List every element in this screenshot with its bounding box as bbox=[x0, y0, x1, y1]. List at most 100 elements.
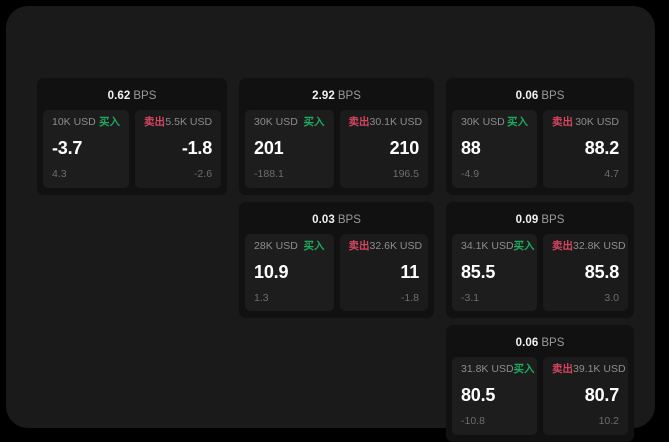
bid-price: 80.5 bbox=[461, 385, 496, 405]
quote-column-2: 2.92 BPS 30K USD 买入 201 -188.1 卖出 bbox=[239, 78, 434, 318]
bid-side[interactable]: 30K USD 买入 88 -4.9 bbox=[452, 110, 537, 188]
bid-header: 30K USD 买入 bbox=[254, 117, 325, 130]
quote-column-1: 0.62 BPS 10K USD 买入 -3.7 4.3 卖出 bbox=[37, 78, 228, 195]
card-header: 0.03 BPS bbox=[245, 208, 428, 234]
ask-header: 卖出 32.8K USD bbox=[552, 239, 626, 254]
ask-side[interactable]: 卖出 30.1K USD 210 196.5 bbox=[339, 110, 429, 188]
ask-side[interactable]: 卖出 30K USD 88.2 4.7 bbox=[543, 110, 628, 188]
bid-price: 88 bbox=[461, 138, 481, 158]
quote-card[interactable]: 0.06 BPS 31.8K USD 买入 80.5 -10.8 卖出 bbox=[446, 325, 634, 442]
buy-tag: 买入 bbox=[303, 239, 325, 252]
ask-size: 32.6K USD bbox=[369, 239, 423, 252]
card-sides: 31.8K USD 买入 80.5 -10.8 卖出 39.1K USD 80.… bbox=[452, 357, 628, 435]
card-sides: 10K USD 买入 -3.7 4.3 卖出 5.5K USD -1.8 -2.… bbox=[43, 110, 222, 188]
ask-size: 5.5K USD bbox=[165, 116, 213, 128]
card-sides: 30K USD 买入 201 -188.1 卖出 30.1K USD 210 1… bbox=[245, 110, 429, 188]
sell-tag: 卖出 bbox=[552, 239, 573, 252]
quote-card-grid: 0.62 BPS 10K USD 买入 -3.7 4.3 卖出 bbox=[37, 78, 634, 442]
quote-card[interactable]: 0.62 BPS 10K USD 买入 -3.7 4.3 卖出 bbox=[37, 78, 228, 195]
buy-tag: 买入 bbox=[99, 116, 121, 128]
bid-side[interactable]: 28K USD 买入 10.9 1.3 bbox=[245, 233, 334, 311]
quote-board-stage: 0.62 BPS 10K USD 买入 -3.7 4.3 卖出 bbox=[6, 6, 655, 442]
ask-delta: 4.7 bbox=[604, 168, 619, 180]
spread-unit: BPS bbox=[541, 337, 565, 349]
ask-side[interactable]: 卖出 32.8K USD 85.8 3.0 bbox=[543, 233, 628, 311]
bid-side[interactable]: 31.8K USD 买入 80.5 -10.8 bbox=[452, 357, 537, 435]
spread-value: 0.06 bbox=[515, 90, 539, 102]
bid-size: 34.1K USD bbox=[461, 239, 514, 252]
sell-tag: 卖出 bbox=[348, 116, 370, 128]
bid-delta: -4.9 bbox=[461, 168, 480, 180]
ask-side[interactable]: 卖出 32.6K USD 11 -1.8 bbox=[339, 233, 429, 311]
sell-tag: 卖出 bbox=[144, 116, 166, 128]
bid-delta: -188.1 bbox=[254, 168, 284, 180]
spread-value: 0.03 bbox=[312, 213, 335, 226]
spread-unit: BPS bbox=[337, 90, 361, 102]
bid-side[interactable]: 10K USD 买入 -3.7 4.3 bbox=[43, 110, 130, 188]
bid-delta: -3.1 bbox=[461, 291, 480, 304]
bid-size: 30K USD bbox=[461, 116, 505, 128]
spread-value: 2.92 bbox=[312, 90, 335, 102]
ask-price: 80.7 bbox=[584, 385, 619, 405]
bid-header: 30K USD 买入 bbox=[461, 117, 528, 130]
ask-header: 卖出 5.5K USD bbox=[144, 117, 212, 130]
bid-header: 10K USD 买入 bbox=[52, 117, 120, 130]
card-header: 0.06 BPS bbox=[452, 331, 628, 357]
bid-size: 31.8K USD bbox=[461, 363, 514, 375]
sell-tag: 卖出 bbox=[552, 363, 573, 375]
bid-header: 31.8K USD 买入 bbox=[461, 363, 535, 377]
spread-unit: BPS bbox=[541, 90, 565, 102]
spread-unit: BPS bbox=[133, 90, 157, 102]
card-header: 0.09 BPS bbox=[452, 208, 628, 234]
bid-size: 30K USD bbox=[254, 116, 298, 128]
ask-side[interactable]: 卖出 5.5K USD -1.8 -2.6 bbox=[135, 110, 222, 188]
bid-header: 34.1K USD 买入 bbox=[461, 239, 535, 254]
ask-delta: 3.0 bbox=[604, 291, 619, 304]
bid-side[interactable]: 34.1K USD 买入 85.5 -3.1 bbox=[452, 233, 537, 311]
spread-unit: BPS bbox=[541, 213, 565, 226]
card-header: 0.06 BPS bbox=[452, 84, 628, 110]
buy-tag: 买入 bbox=[507, 116, 528, 128]
card-sides: 30K USD 买入 88 -4.9 卖出 30K USD 88.2 4.7 bbox=[452, 110, 628, 188]
ask-price: 88.2 bbox=[584, 138, 619, 158]
bid-header: 28K USD 买入 bbox=[254, 239, 325, 254]
ask-price: -1.8 bbox=[181, 138, 213, 158]
spread-value: 0.62 bbox=[107, 90, 131, 102]
sell-tag: 卖出 bbox=[348, 239, 370, 252]
bid-delta: 4.3 bbox=[52, 168, 67, 180]
bid-price: 201 bbox=[254, 138, 284, 158]
quote-card[interactable]: 0.09 BPS 34.1K USD 买入 85.5 -3.1 卖出 bbox=[446, 201, 634, 318]
quote-card[interactable]: 0.06 BPS 30K USD 买入 88 -4.9 卖出 bbox=[446, 78, 634, 195]
ask-header: 卖出 32.6K USD bbox=[348, 239, 423, 254]
spread-value: 0.09 bbox=[515, 213, 539, 226]
ask-size: 30.1K USD bbox=[369, 116, 423, 128]
ask-size: 39.1K USD bbox=[573, 363, 626, 375]
ask-delta: -1.8 bbox=[400, 291, 420, 304]
bid-price: 10.9 bbox=[254, 261, 289, 282]
ask-delta: 10.2 bbox=[598, 415, 619, 427]
ask-delta: -2.6 bbox=[193, 168, 213, 180]
buy-tag: 买入 bbox=[513, 239, 535, 252]
bid-delta: 1.3 bbox=[254, 291, 269, 304]
bid-size: 10K USD bbox=[52, 116, 96, 128]
bid-side[interactable]: 30K USD 买入 201 -188.1 bbox=[245, 110, 334, 188]
bid-size: 28K USD bbox=[254, 239, 298, 252]
ask-price: 11 bbox=[400, 261, 420, 282]
spread-unit: BPS bbox=[337, 213, 361, 226]
buy-tag: 买入 bbox=[513, 363, 535, 375]
buy-tag: 买入 bbox=[303, 116, 325, 128]
quote-column-3: 0.06 BPS 30K USD 买入 88 -4.9 卖出 bbox=[446, 78, 634, 442]
card-header: 0.62 BPS bbox=[43, 84, 221, 110]
card-sides: 34.1K USD 买入 85.5 -3.1 卖出 32.8K USD 85.8… bbox=[452, 233, 628, 311]
ask-side[interactable]: 卖出 39.1K USD 80.7 10.2 bbox=[543, 357, 628, 435]
quote-card[interactable]: 2.92 BPS 30K USD 买入 201 -188.1 卖出 bbox=[239, 78, 434, 195]
card-sides: 28K USD 买入 10.9 1.3 卖出 32.6K USD 11 -1.8 bbox=[245, 233, 429, 311]
ask-price: 85.8 bbox=[584, 261, 619, 282]
quote-card[interactable]: 0.03 BPS 28K USD 买入 10.9 1.3 卖出 bbox=[239, 201, 434, 318]
bid-delta: -10.8 bbox=[461, 415, 485, 427]
spread-value: 0.06 bbox=[515, 337, 539, 349]
bid-price: 85.5 bbox=[461, 261, 496, 282]
ask-header: 卖出 30.1K USD bbox=[348, 116, 423, 130]
bid-price: -3.7 bbox=[52, 138, 83, 158]
ask-price: 210 bbox=[389, 138, 420, 158]
